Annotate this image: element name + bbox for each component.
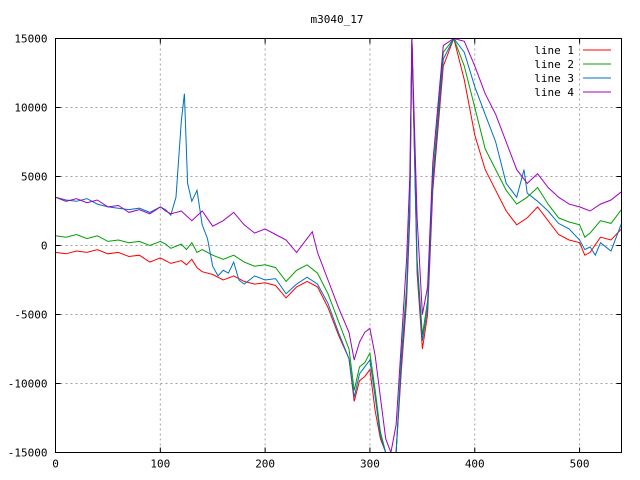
y-tick-label: 5000 [21, 171, 48, 184]
x-tick-label: 0 [52, 458, 59, 471]
grid [55, 38, 622, 453]
chart-title: m3040_17 [311, 13, 364, 26]
series-line-1 [55, 38, 622, 453]
x-tick-label: 100 [150, 458, 170, 471]
x-tick-label: 500 [570, 458, 590, 471]
series-group [55, 38, 622, 453]
x-tick-label: 400 [465, 458, 485, 471]
series-line-2 [55, 38, 622, 453]
y-tick-label: -10000 [8, 378, 48, 391]
y-tick-label: 10000 [14, 102, 47, 115]
x-tick-label: 300 [360, 458, 380, 471]
legend-label: line 3 [534, 72, 574, 85]
series-line-4 [55, 38, 622, 453]
y-tick-label: -15000 [8, 447, 48, 460]
y-tick-label: 15000 [14, 33, 47, 46]
legend-label: line 1 [534, 44, 574, 57]
legend-label: line 4 [534, 86, 574, 99]
y-tick-label: -5000 [14, 309, 47, 322]
series-line-3 [55, 38, 622, 453]
x-tick-label: 200 [255, 458, 275, 471]
axes-ticks: 0 100 200 300 400 500 -15000 -10000 -5000 0 5000 10… [8, 33, 622, 471]
y-tick-label: 0 [41, 240, 48, 253]
legend-label: line 2 [534, 58, 574, 71]
